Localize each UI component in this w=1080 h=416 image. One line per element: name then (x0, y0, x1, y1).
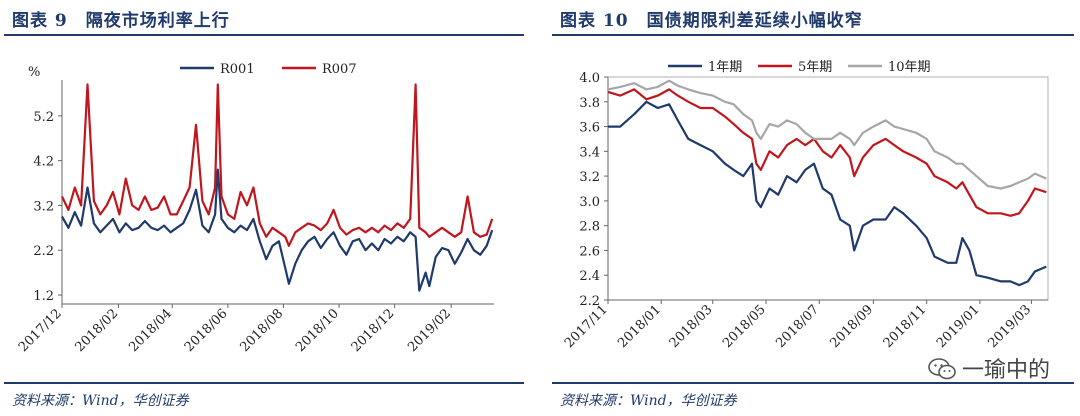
x-tick-label: 2018/09 (827, 302, 876, 351)
x-tick-label: 2018/05 (720, 302, 769, 351)
legend-label-3: 10年期 (888, 60, 931, 75)
figure-9-title-text: 隔夜市场利率上行 (85, 11, 230, 31)
y-tick-label: 5.2 (33, 110, 54, 125)
watermark-text: 一瑜中的 (961, 358, 1050, 383)
wechat-icon (928, 358, 956, 380)
figure-9-source: 资料来源：Wind，华创证券 (12, 393, 189, 409)
y-tick-label: 2.4 (579, 269, 600, 284)
x-tick-label: 2018/04 (126, 306, 175, 355)
x-tick-label: 2018/11 (881, 302, 930, 351)
figure-9-number: 图表 9 (12, 11, 68, 31)
figure-10-top-rule (552, 34, 1074, 36)
y-tick-label: 4.2 (33, 155, 54, 170)
x-tick-label: 2018/01 (615, 302, 664, 351)
y-tick-label: 1.2 (33, 289, 54, 304)
x-tick-label: 2017/11 (562, 302, 611, 351)
y-tick-label: 3.0 (579, 195, 600, 210)
y-tick-label: 3.8 (579, 96, 600, 111)
y-tick-label: 3.2 (33, 199, 54, 214)
series-line-1 (61, 168, 494, 292)
x-tick-label: 2019/02 (405, 306, 454, 355)
legend-label-2: R007 (322, 62, 357, 77)
x-tick-label: 2018/08 (237, 306, 286, 355)
x-tick-label: 2018/06 (182, 306, 231, 355)
legend-label-1: R001 (220, 62, 255, 77)
legend-label-1: 1年期 (708, 60, 742, 75)
x-tick-label: 2018/03 (667, 302, 716, 351)
series-line-1 (608, 100, 1047, 287)
x-tick-label: 2018/10 (293, 306, 342, 355)
y-tick-label: 2.8 (579, 220, 600, 235)
y-tick-label: 3.4 (579, 145, 600, 160)
figure-10-number: 图表 10 (560, 11, 629, 31)
plot-frame (607, 76, 1049, 301)
y-tick-label: 2.6 (579, 244, 600, 259)
x-tick-label: 2017/12 (16, 306, 65, 355)
x-tick-label: 2019/01 (934, 302, 983, 351)
x-tick-label: 2018/12 (349, 306, 398, 355)
y-tick-label: 3.2 (579, 170, 600, 185)
figure-10-panel: 图表 10 国债期限利差延续小幅收窄 2.2 2.4 2.6 2.8 3.0 3.2 3.4 3… (548, 0, 1080, 416)
x-tick-label: 2018/07 (773, 302, 822, 351)
series-line-2 (61, 83, 494, 247)
y-tick-label: 4.0 (579, 71, 600, 86)
figure-10-bottom-rule (552, 382, 1074, 384)
y-axis-unit: % (28, 65, 40, 80)
x-tick-label: 2019/03 (985, 302, 1034, 351)
series-line-2 (607, 88, 1047, 217)
x-tick-label: 2018/02 (73, 306, 122, 355)
y-tick-label: 2.2 (33, 244, 54, 259)
figure-10-title-text: 国债期限利差延续小幅收窄 (646, 11, 863, 31)
figure-10-title: 图表 10 国债期限利差延续小幅收窄 (560, 6, 863, 31)
watermark: 一瑜中的 (928, 352, 1050, 384)
figure-9-panel: 图表 9 隔夜市场利率上行 1.2 2.2 3.2 4.2 5.2 2017/12 2018/… (0, 0, 530, 416)
figure-10-source: 资料来源：Wind，华创证券 (560, 393, 737, 409)
series-line-3 (607, 79, 1047, 190)
figure-9-bottom-rule (4, 382, 524, 384)
y-tick-label: 2.2 (579, 294, 600, 309)
figure-9-title: 图表 9 隔夜市场利率上行 (12, 6, 230, 31)
figure-9-top-rule (4, 34, 524, 36)
legend-label-2: 5年期 (798, 60, 832, 75)
y-tick-label: 3.6 (579, 121, 600, 136)
